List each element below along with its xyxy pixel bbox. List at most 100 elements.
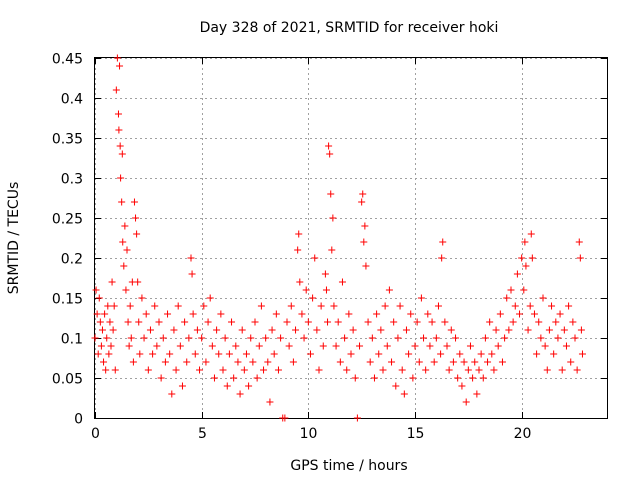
data-point	[575, 238, 583, 246]
data-point	[573, 366, 581, 374]
data-point	[168, 390, 176, 398]
data-point	[343, 366, 351, 374]
data-point	[321, 270, 329, 278]
data-point	[170, 326, 178, 334]
y-tick-label: 0.25	[52, 212, 83, 228]
data-point	[315, 366, 323, 374]
data-point	[329, 214, 337, 222]
data-point	[439, 238, 447, 246]
data-point	[319, 342, 327, 350]
data-point	[530, 310, 538, 318]
data-point	[249, 358, 257, 366]
data-point	[477, 350, 485, 358]
data-point	[126, 302, 134, 310]
data-point	[325, 142, 333, 150]
data-point	[129, 358, 137, 366]
data-point	[466, 342, 474, 350]
data-point	[155, 318, 163, 326]
data-point	[118, 198, 126, 206]
data-point	[287, 302, 295, 310]
data-point	[208, 342, 216, 350]
data-point	[507, 286, 515, 294]
data-point	[556, 310, 564, 318]
data-point	[349, 326, 357, 334]
data-point	[490, 366, 498, 374]
data-point	[309, 294, 317, 302]
data-point	[396, 302, 404, 310]
data-point	[135, 318, 143, 326]
data-point	[407, 310, 415, 318]
data-point	[127, 334, 135, 342]
data-point	[133, 230, 141, 238]
data-point	[292, 326, 300, 334]
data-point	[377, 326, 385, 334]
data-point	[174, 302, 182, 310]
data-point	[134, 278, 142, 286]
data-point	[193, 326, 201, 334]
data-point	[138, 294, 146, 302]
data-point	[370, 374, 378, 382]
data-point	[178, 382, 186, 390]
data-point	[424, 310, 432, 318]
data-point	[298, 310, 306, 318]
grid	[95, 58, 607, 419]
data-point	[317, 302, 325, 310]
y-tick-label: 0.15	[52, 292, 83, 308]
data-point	[522, 262, 530, 270]
data-point	[535, 318, 543, 326]
data-point	[324, 318, 332, 326]
data-point	[146, 326, 154, 334]
data-point	[462, 398, 470, 406]
x-tick-label: 0	[91, 426, 100, 442]
data-point	[289, 358, 297, 366]
y-tick-label: 0.45	[52, 52, 83, 68]
data-point	[183, 358, 191, 366]
data-point	[578, 350, 586, 358]
data-point	[116, 142, 124, 150]
data-point	[560, 326, 568, 334]
data-point	[452, 334, 460, 342]
data-point	[475, 366, 483, 374]
data-point	[144, 366, 152, 374]
data-point	[526, 302, 534, 310]
data-point	[411, 342, 419, 350]
data-point	[202, 358, 210, 366]
data-point	[398, 366, 406, 374]
data-point	[121, 222, 129, 230]
data-point	[543, 366, 551, 374]
data-point	[116, 62, 124, 70]
data-point	[210, 374, 218, 382]
data-point	[272, 310, 280, 318]
data-point	[405, 350, 413, 358]
data-point	[413, 318, 421, 326]
data-point	[496, 310, 504, 318]
data-point	[351, 374, 359, 382]
data-point	[236, 390, 244, 398]
axis-ticks	[95, 58, 607, 419]
data-point	[569, 318, 577, 326]
data-point	[198, 334, 206, 342]
data-point	[558, 366, 566, 374]
data-point	[443, 342, 451, 350]
data-point	[509, 318, 517, 326]
data-point	[213, 326, 221, 334]
data-point	[115, 126, 123, 134]
data-point	[327, 190, 335, 198]
data-point	[447, 326, 455, 334]
data-point	[328, 246, 336, 254]
data-point	[358, 198, 366, 206]
y-axis-label: SRMTID / TECUs	[6, 182, 22, 295]
data-point	[92, 286, 100, 294]
data-point	[577, 326, 585, 334]
x-tick-label: 20	[514, 426, 532, 442]
data-point	[260, 366, 268, 374]
data-point	[245, 382, 253, 390]
data-point	[95, 294, 103, 302]
data-point	[521, 238, 529, 246]
data-point	[366, 358, 374, 366]
data-point	[264, 358, 272, 366]
data-point	[225, 350, 233, 358]
y-tick-label: 0.35	[52, 132, 83, 148]
data-point	[481, 334, 489, 342]
data-point	[383, 342, 391, 350]
